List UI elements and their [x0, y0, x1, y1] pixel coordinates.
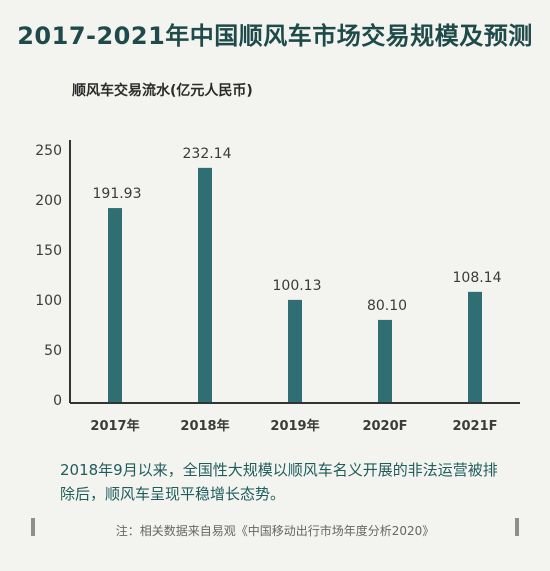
x-tick-label: 2021F: [452, 419, 497, 434]
bar-value-label: 80.10: [367, 298, 407, 314]
bar-value-label: 191.93: [93, 186, 142, 202]
bar: [468, 291, 482, 403]
bar: [288, 299, 302, 403]
x-tick-label: 2019年: [270, 418, 319, 434]
x-tick-label: 2017年: [90, 418, 139, 434]
bar-value-label: 232.14: [183, 146, 232, 162]
bar-value-label: 108.14: [453, 270, 502, 286]
source-note: 注：相关数据来自易观《中国移动出行市场年度分析2020》: [115, 524, 435, 538]
y-tick-label: 250: [35, 143, 62, 159]
bar-value-label: 100.13: [273, 278, 322, 294]
decorative-mark-left: [31, 518, 35, 536]
y-tick-label: 200: [35, 193, 62, 209]
decorative-mark-right: [515, 518, 519, 536]
x-tick-label: 2018年: [180, 418, 229, 434]
x-tick-label: 2020F: [362, 419, 407, 434]
y-tick-label: 50: [44, 343, 62, 359]
bar: [108, 208, 122, 403]
y-axis-label: 顺风车交易流水(亿元人民币): [72, 83, 253, 99]
bar: [198, 167, 212, 403]
y-tick-label: 150: [35, 243, 62, 259]
bar: [378, 319, 392, 403]
y-tick-label: 0: [53, 393, 62, 409]
y-tick-label: 100: [35, 293, 62, 309]
chart-title: 2017-2021年中国顺风车市场交易规模及预测: [17, 22, 533, 50]
chart-note: 2018年9月以来，全国性大规模以顺风车名义开展的非法运营被排除后，顺风车呈现平…: [60, 461, 498, 503]
